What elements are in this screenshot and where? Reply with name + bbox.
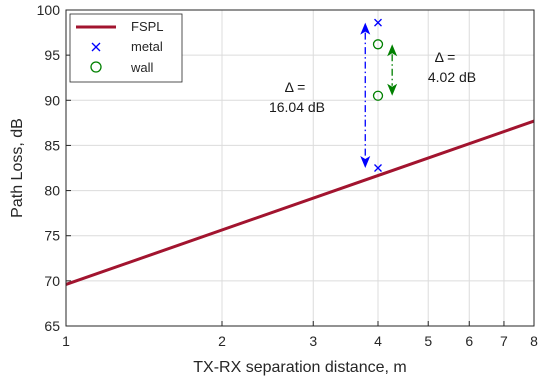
x-tick-label: 7 (500, 333, 508, 349)
legend-wall-label: wall (130, 60, 154, 75)
y-tick-label: 100 (37, 2, 61, 18)
series-layer (65, 18, 535, 286)
x-tick-label: 6 (465, 333, 473, 349)
legend-box (69, 13, 183, 83)
marker-stroke (374, 164, 382, 172)
legend-fspl-label: FSPL (131, 19, 164, 34)
annotation-layer (360, 22, 398, 168)
legend-wall-marker (90, 61, 102, 73)
x-tick-label: 2 (218, 333, 226, 349)
y-tick-label: 65 (44, 318, 60, 334)
annotation-4db-line2: 4.02 dB (428, 69, 476, 85)
arrow-head-up (360, 22, 371, 35)
arrow-head-down (360, 156, 371, 168)
plot-frame (65, 9, 535, 327)
annotation-16db-line2: 16.04 dB (269, 99, 325, 115)
wall-marker (372, 39, 384, 50)
y-tick-label: 80 (44, 183, 60, 199)
fspl-line (65, 119, 535, 286)
y-tick-label: 95 (44, 47, 60, 63)
x-tick-label: 1 (62, 333, 70, 349)
axis-ticks: 1 2 3 4 5 6 7 8 65 70 75 80 85 90 95 100 (37, 2, 538, 349)
y-tick-label: 90 (44, 92, 60, 108)
y-tick-label: 85 (44, 137, 60, 153)
legend: FSPL metal wall (69, 13, 183, 83)
x-tick-label: 4 (374, 333, 382, 349)
x-axis-title: TX-RX separation distance, m (193, 359, 406, 376)
wall-marker (372, 90, 384, 101)
annotation-16db-line1: Δ = (285, 79, 306, 95)
y-tick-label: 75 (44, 228, 60, 244)
legend-metal-marker (91, 42, 101, 52)
y-tick-label: 70 (44, 273, 60, 289)
x-tick-label: 3 (309, 333, 317, 349)
legend-metal-label: metal (131, 39, 163, 54)
metal-marker (374, 18, 382, 27)
delta-16db-arrow (360, 22, 371, 168)
arrow-head-up (387, 44, 398, 57)
x-tick-label: 8 (530, 333, 538, 349)
y-axis-title: Path Loss, dB (9, 118, 26, 218)
delta-4db-arrow (387, 44, 398, 96)
arrow-head-down (387, 83, 398, 96)
marker-stroke (374, 18, 382, 27)
metal-marker (374, 164, 382, 172)
x-tick-label: 5 (424, 333, 432, 349)
annotation-4db-line1: Δ = (435, 49, 456, 65)
